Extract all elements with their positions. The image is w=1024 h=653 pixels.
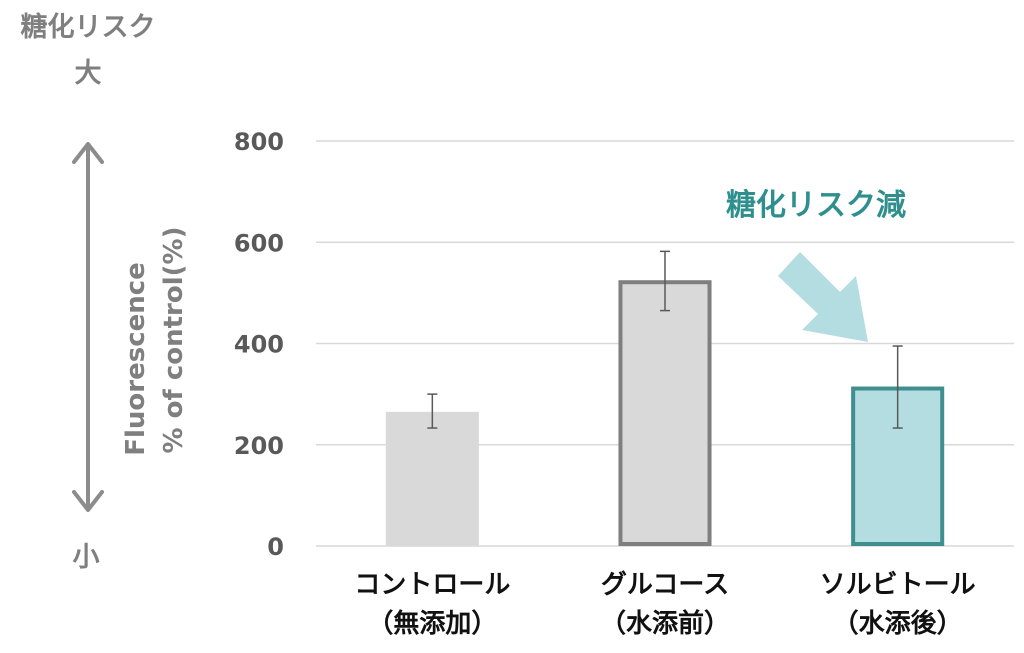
error-bars: [427, 250, 903, 429]
y-tick-labels: 0 200 400 600 800: [234, 128, 284, 561]
down-right-arrow-icon: [778, 252, 868, 342]
category-label: ソルビトール: [820, 570, 976, 600]
category-sublabel: （水添前）: [600, 608, 730, 639]
category-sublabel: （無添加）: [367, 609, 497, 639]
error-bar: [660, 250, 670, 312]
category-labels: コントロール （無添加） グルコース （水添前） ソルビトール （水添後）: [354, 570, 975, 639]
annotation: 糖化リスク減: [726, 188, 906, 342]
double-arrow-icon: [72, 142, 104, 512]
y-axis-title: Fluorescence % of control(%): [121, 227, 189, 456]
category-label: コントロール: [354, 570, 510, 600]
error-bar: [892, 345, 903, 429]
y-tick-label: 0: [267, 533, 284, 561]
risk-scale: 糖化リスク 大 小: [21, 11, 156, 573]
error-bar: [427, 393, 438, 429]
bar: [385, 411, 479, 546]
y-tick-label: 800: [234, 128, 284, 156]
annotation-text: 糖化リスク減: [726, 188, 906, 223]
category-label: グルコース: [601, 570, 729, 600]
y-tick-label: 200: [234, 432, 284, 460]
y-axis-title-line2: % of control(%): [159, 227, 189, 454]
bar: [618, 280, 712, 546]
y-axis-title-line1: Fluorescence: [121, 262, 151, 456]
y-tick-label: 600: [234, 229, 284, 257]
risk-scale-top-level: 大: [75, 58, 102, 89]
y-tick-label: 400: [234, 331, 284, 359]
risk-scale-top-label: 糖化リスク: [21, 11, 156, 43]
category-sublabel: （水添後）: [833, 608, 963, 639]
risk-scale-bottom-level: 小: [73, 542, 100, 573]
